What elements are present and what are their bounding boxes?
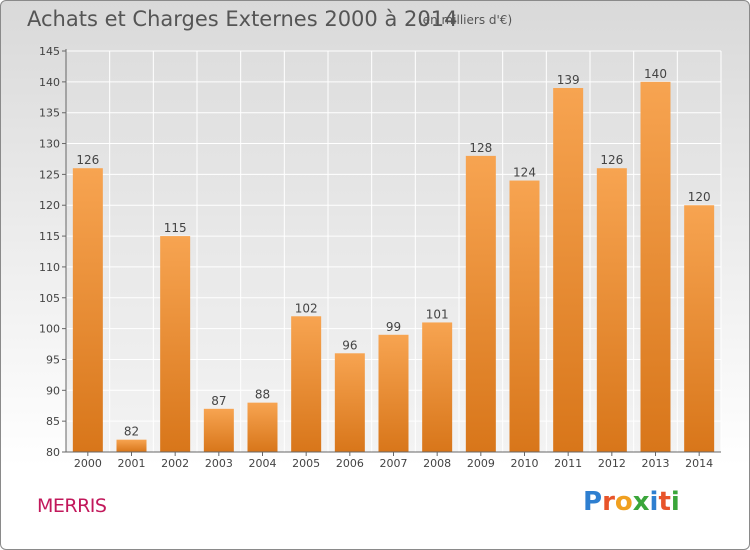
bar-value-label: 99	[386, 320, 401, 334]
y-tick-label: 135	[39, 107, 60, 120]
x-tick-label: 2004	[249, 457, 277, 470]
x-tick-label: 2012	[598, 457, 626, 470]
bar-2011	[553, 88, 584, 452]
x-tick-label: 2007	[380, 457, 408, 470]
x-tick-label: 2008	[423, 457, 451, 470]
bar-value-label: 126	[600, 153, 623, 167]
bar-2006	[334, 353, 365, 452]
x-tick-label: 2000	[74, 457, 102, 470]
logo-letter: o	[614, 487, 633, 517]
y-tick-label: 80	[46, 446, 60, 459]
y-tick-label: 85	[46, 415, 60, 428]
y-tick-label: 145	[39, 45, 60, 58]
y-tick-label: 125	[39, 168, 60, 181]
x-tick-label: 2002	[161, 457, 189, 470]
y-tick-label: 100	[39, 323, 60, 336]
logo-letter: x	[632, 487, 650, 517]
bar-2000	[72, 168, 103, 452]
proxiti-logo: Proxiti	[583, 487, 680, 517]
x-tick-label: 2001	[118, 457, 146, 470]
bar-value-label: 101	[426, 307, 449, 321]
bar-value-label: 120	[688, 190, 711, 204]
bar-value-label: 140	[644, 67, 667, 81]
bar-2010	[509, 180, 540, 453]
bar-2009	[465, 155, 496, 452]
commune-name: MERRIS	[37, 495, 107, 517]
y-tick-label: 105	[39, 292, 60, 305]
bar-value-label: 124	[513, 166, 536, 180]
logo-letter: i	[649, 487, 659, 517]
bar-2014	[684, 205, 715, 452]
bar-value-label: 87	[211, 394, 226, 408]
bar-value-label: 126	[76, 153, 99, 167]
logo-letter: r	[602, 487, 615, 517]
x-tick-label: 2009	[467, 457, 495, 470]
chart-unit: (en milliers d'€)	[418, 13, 513, 27]
y-tick-label: 95	[46, 353, 60, 366]
chart-title: Achats et Charges Externes 2000 à 2014	[27, 7, 458, 31]
x-tick-label: 2003	[205, 457, 233, 470]
x-tick-label: 2011	[554, 457, 582, 470]
y-tick-label: 130	[39, 138, 60, 151]
logo-letter: i	[670, 487, 680, 517]
x-tick-label: 2006	[336, 457, 364, 470]
logo-letter: t	[658, 487, 671, 517]
bar-2002	[160, 236, 191, 452]
y-tick-label: 90	[46, 384, 60, 397]
bar-value-label: 88	[255, 388, 270, 402]
bar-2007	[378, 334, 409, 452]
bar-2013	[640, 81, 671, 452]
y-tick-label: 115	[39, 230, 60, 243]
y-tick-label: 120	[39, 199, 60, 212]
bar-value-label: 96	[342, 338, 357, 352]
x-tick-label: 2014	[685, 457, 713, 470]
logo-letter: P	[583, 487, 603, 517]
x-tick-label: 2013	[642, 457, 670, 470]
bar-2012	[596, 168, 627, 452]
bar-2005	[291, 316, 322, 452]
bar-value-label: 102	[295, 301, 318, 315]
bar-value-label: 139	[557, 73, 580, 87]
bar-2008	[422, 322, 453, 452]
bar-value-label: 115	[164, 221, 187, 235]
y-tick-label: 110	[39, 261, 60, 274]
y-tick-label: 140	[39, 76, 60, 89]
bar-2003	[203, 408, 234, 452]
bar-value-label: 82	[124, 425, 139, 439]
bar-2004	[247, 402, 278, 452]
x-tick-label: 2010	[511, 457, 539, 470]
bar-2001	[116, 439, 147, 452]
bar-value-label: 128	[469, 141, 492, 155]
x-tick-label: 2005	[292, 457, 320, 470]
